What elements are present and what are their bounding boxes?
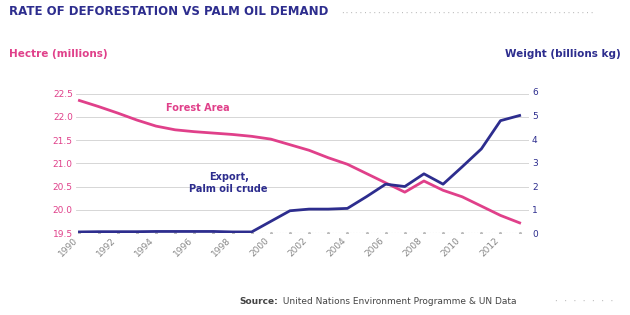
Text: Hectre (millions): Hectre (millions) [9, 49, 108, 59]
Text: Weight (billions kg): Weight (billions kg) [505, 49, 621, 59]
Text: Forest Area: Forest Area [166, 103, 229, 113]
Text: Export,
Palm oil crude: Export, Palm oil crude [190, 172, 268, 194]
Text: RATE OF DEFORESTATION VS PALM OIL DEMAND: RATE OF DEFORESTATION VS PALM OIL DEMAND [9, 5, 329, 18]
Text: Source:: Source: [239, 297, 278, 306]
Text: United Nations Environment Programme & UN Data: United Nations Environment Programme & U… [280, 297, 517, 306]
Text: ·······················································: ········································… [340, 10, 595, 19]
Text: · · · · · · ·: · · · · · · · [554, 297, 614, 306]
